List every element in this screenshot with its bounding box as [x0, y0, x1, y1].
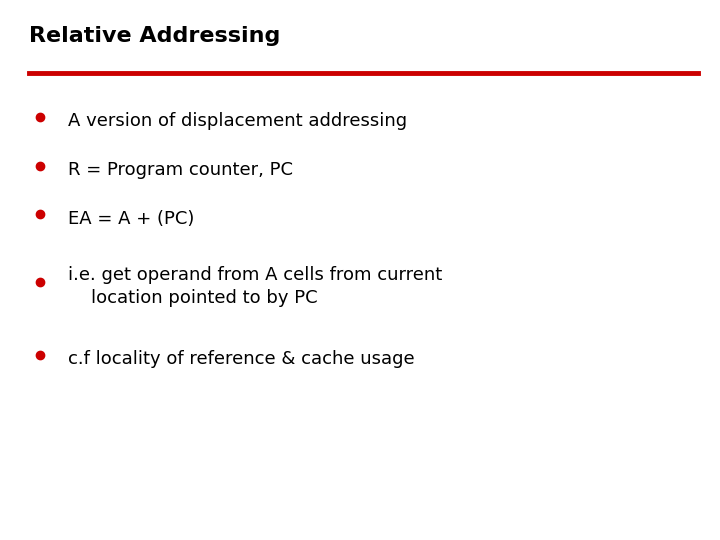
- Text: Relative Addressing: Relative Addressing: [29, 26, 280, 46]
- Text: R = Program counter, PC: R = Program counter, PC: [68, 161, 294, 179]
- Text: EA = A + (PC): EA = A + (PC): [68, 210, 195, 228]
- Text: A version of displacement addressing: A version of displacement addressing: [68, 112, 408, 131]
- Text: c.f locality of reference & cache usage: c.f locality of reference & cache usage: [68, 350, 415, 368]
- Text: i.e. get operand from A cells from current
    location pointed to by PC: i.e. get operand from A cells from curre…: [68, 266, 443, 307]
